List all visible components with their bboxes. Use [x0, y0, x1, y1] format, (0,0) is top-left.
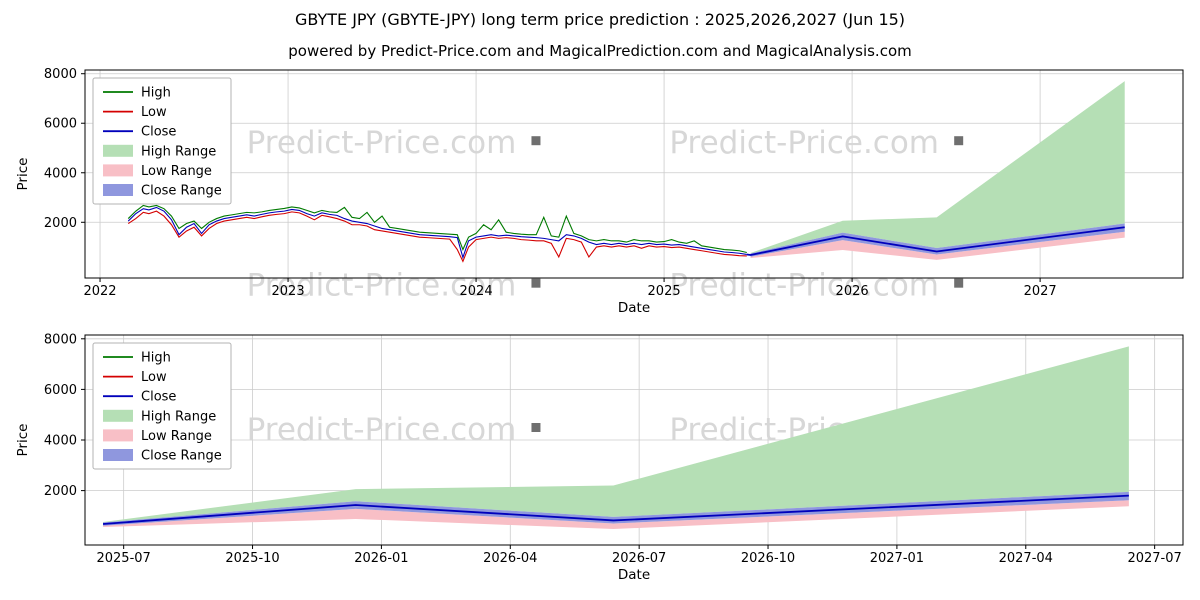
legend-swatch-high-range: [103, 409, 133, 422]
watermark-box-glyph: [531, 423, 541, 432]
x-tick-label: 2027-07: [1127, 551, 1181, 566]
legend-item-label: High: [141, 351, 171, 366]
x-tick-label: 2026: [836, 284, 869, 299]
y-tick-label: 8000: [44, 67, 77, 82]
y-tick-label: 2000: [44, 484, 77, 499]
x-tick-label: 2027: [1024, 284, 1057, 299]
x-tick-label: 2023: [272, 284, 305, 299]
close-line-prediction: [102, 494, 1129, 525]
legend-swatch-close-range: [103, 184, 133, 196]
low-range-area: [103, 500, 1129, 530]
x-axis-label: Date: [618, 567, 650, 583]
low-line: [127, 210, 747, 263]
chart-title: GBYTE JPY (GBYTE-JPY) long term price pr…: [294, 10, 906, 29]
x-tick-label: 2022: [83, 284, 116, 299]
legend-item-label: Low Range: [141, 164, 212, 179]
legend-item-label: Close: [141, 390, 176, 405]
x-tick-label: 2026-01: [354, 551, 408, 566]
legend-item-label: Low Range: [141, 429, 212, 444]
legend-item-label: Close: [141, 125, 176, 140]
high-range-area: [103, 346, 1129, 523]
x-tick-label: 2025-07: [96, 551, 150, 566]
close-line-history: [127, 206, 747, 260]
y-tick-label: 6000: [44, 383, 77, 398]
x-tick-label: 2027-01: [870, 551, 924, 566]
watermark-text: Predict-Price.com: [669, 125, 939, 161]
legend-swatch-low-range: [103, 429, 133, 442]
x-tick-label: 2025: [648, 284, 681, 299]
x-tick-label: 2027-04: [999, 551, 1053, 566]
y-tick-label: 4000: [44, 166, 77, 181]
high-line: [127, 204, 747, 254]
y-tick-label: 4000: [44, 434, 77, 449]
legend-swatch-high-range: [103, 144, 133, 157]
close-line-prediction: [746, 226, 1125, 256]
x-tick-label: 2026-07: [612, 551, 666, 566]
legend-item-label: Close Range: [141, 184, 222, 199]
legend-item-label: Low: [141, 105, 167, 120]
legend-item-label: Close Range: [141, 449, 222, 464]
y-tick-label: 2000: [44, 216, 77, 231]
y-tick-label: 8000: [44, 332, 77, 347]
x-axis-label: Date: [618, 300, 650, 316]
x-tick-label: 2025-10: [225, 551, 279, 566]
bottom-chart: Predict-Price.com Predict-Price.com200040…: [15, 332, 1184, 583]
legend-item-label: High Range: [141, 144, 216, 159]
x-tick-label: 2024: [460, 284, 493, 299]
high-range-area: [750, 81, 1125, 254]
legend-item-label: High Range: [141, 409, 216, 424]
watermark-text: Predict-Price.com: [247, 412, 517, 448]
y-tick-label: 6000: [44, 117, 77, 132]
y-axis-label: Price: [15, 158, 31, 191]
watermark-text: Predict-Price.com: [669, 268, 939, 304]
watermark-box-glyph: [531, 136, 541, 146]
x-tick-label: 2026-04: [483, 551, 537, 566]
legend-item-label: Low: [141, 370, 167, 385]
low-range-area: [750, 231, 1125, 260]
watermark-text: Predict-Price.com: [247, 268, 517, 304]
plot-border: [84, 69, 1184, 279]
y-axis-label: Price: [15, 424, 31, 457]
top-chart: Predict-Price.com Predict-Price.com Predic…: [15, 67, 1184, 316]
chart-subtitle: powered by Predict-Price.com and Magical…: [288, 42, 912, 60]
watermark-box-glyph: [954, 136, 964, 146]
watermark-box-glyph: [531, 278, 541, 288]
legend-swatch-low-range: [103, 164, 133, 177]
watermark-box-glyph: [954, 278, 964, 288]
watermark-text: Predict-Price.com: [247, 125, 517, 161]
legend-swatch-close-range: [103, 449, 133, 461]
legend-item-label: High: [141, 86, 171, 101]
x-tick-label: 2026-10: [741, 551, 795, 566]
